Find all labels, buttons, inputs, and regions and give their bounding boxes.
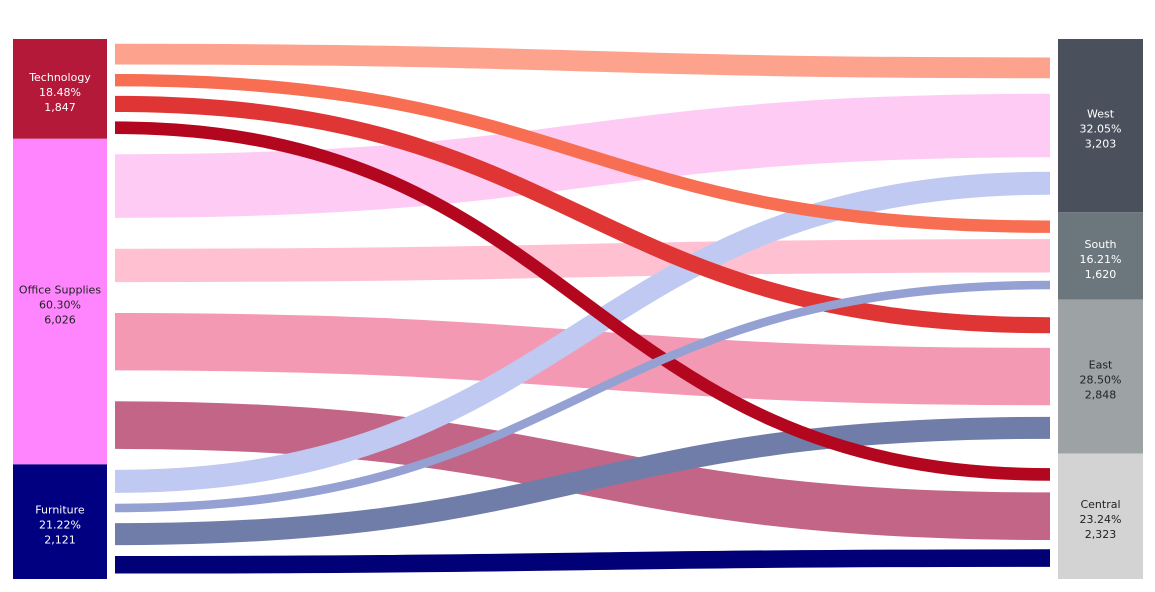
source-node-pct-furniture: 21.22% [39,519,81,532]
source-node-pct-technology: 18.48% [39,86,81,99]
target-node-bar-east [1058,299,1143,454]
target-node-count-west: 3,203 [1085,138,1117,151]
target-node-south: South 16.21% 1,620 [1058,212,1143,300]
flow-technology-to-west [114,43,1051,79]
target-node-count-east: 2,848 [1085,389,1117,402]
target-node-pct-east: 28.50% [1080,374,1122,387]
target-node-pct-central: 23.24% [1080,513,1122,526]
source-node-name-technology: Technology [28,71,91,84]
source-node-bar-office-supplies [13,138,107,465]
flow-furniture-to-central [114,549,1051,574]
source-node-count-furniture: 2,121 [44,534,76,547]
target-node-name-east: East [1089,359,1113,372]
flow-furniture-to-south [114,280,1051,513]
source-node-bar-furniture [13,464,107,579]
flow-office-supplies-to-east [114,313,1051,406]
source-node-count-technology: 1,847 [44,101,76,114]
source-node-bar-technology [13,39,107,139]
flow-office-supplies-to-south [114,239,1051,283]
flow-technology-to-south [114,73,1051,233]
target-node-west: West 32.05% 3,203 [1058,39,1143,213]
source-node-pct-office-supplies: 60.30% [39,299,81,312]
flow-technology-to-central [114,121,1051,481]
target-node-name-west: West [1087,108,1115,121]
target-node-pct-south: 16.21% [1080,253,1122,266]
target-node-name-south: South [1085,238,1117,251]
target-node-bar-west [1058,39,1143,213]
target-node-central: Central 23.24% 2,323 [1058,453,1143,579]
flow-furniture-to-east [114,416,1051,546]
source-node-count-office-supplies: 6,026 [44,314,76,327]
source-node-name-office-supplies: Office Supplies [19,284,101,297]
flow-technology-to-east [114,95,1051,334]
flows-layer [114,43,1051,574]
source-node-technology: Technology 18.48% 1,847 [13,39,107,139]
source-node-furniture: Furniture 21.22% 2,121 [13,464,107,579]
source-node-name-furniture: Furniture [35,504,85,517]
nodes-layer: Technology 18.48% 1,847 Office Supplies 60.3… [13,39,1143,579]
target-node-name-central: Central [1080,498,1120,511]
target-node-count-central: 2,323 [1085,528,1117,541]
target-node-east: East 28.50% 2,848 [1058,299,1143,454]
target-node-pct-west: 32.05% [1080,123,1122,136]
flow-furniture-to-west [114,171,1051,493]
source-node-office-supplies: Office Supplies 60.30% 6,026 [13,138,107,465]
target-node-count-south: 1,620 [1085,268,1117,281]
target-node-bar-central [1058,453,1143,579]
target-node-bar-south [1058,212,1143,300]
